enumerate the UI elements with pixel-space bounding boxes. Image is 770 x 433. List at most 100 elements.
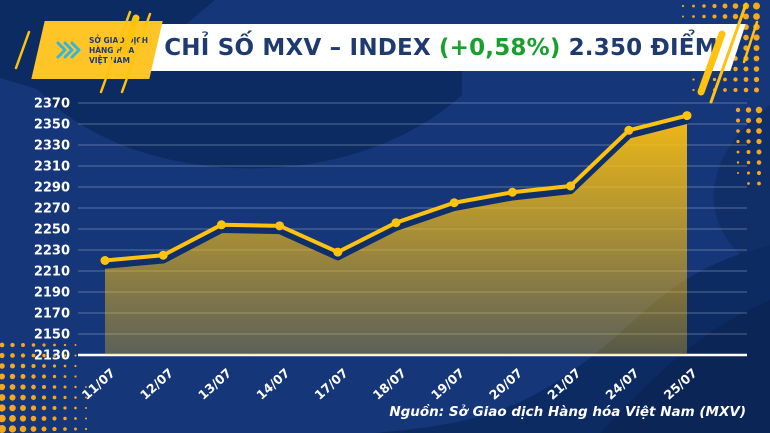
halftone-dot [30,426,37,432]
halftone-dot [742,13,750,20]
halftone-dot [0,352,5,359]
halftone-dot [736,139,740,144]
halftone-dot [31,395,36,400]
halftone-dot [757,181,761,186]
y-axis-label: 2130 [34,349,70,364]
chart-title-change: (+0,58%) [438,34,561,61]
halftone-dot [736,150,740,154]
halftone-dot [21,343,25,347]
halftone-dot [692,88,695,92]
halftone-dot [31,353,36,358]
halftone-dot [745,107,752,113]
chart-title: CHỈ SỐ MXV – INDEX (+0,58%) 2.350 ĐIỂM [158,24,724,71]
halftone-dot [74,344,77,346]
y-axis-label: 2370 [34,97,70,112]
halftone-dot [8,425,17,433]
halftone-dot [756,149,762,155]
halftone-dot [742,2,750,10]
halftone-dot [41,426,47,432]
x-axis-label: 24/07 [603,365,642,402]
halftone-dot [9,384,16,390]
halftone-dot [41,405,47,411]
halftone-dot [30,415,37,422]
halftone-dot [31,374,36,379]
halftone-dot [746,160,751,165]
halftone-dot [19,425,27,433]
halftone-dot [85,396,87,399]
halftone-dot [733,87,738,93]
halftone-dot [52,406,57,410]
data-point [624,125,634,135]
halftone-dot [20,405,26,411]
x-axis-label: 18/07 [370,365,409,402]
halftone-dot [0,414,6,423]
halftone-dot [20,394,26,401]
halftone-dot [753,34,760,41]
halftone-dot [74,417,77,420]
x-axis-label: 17/07 [312,365,351,402]
halftone-dot [702,14,706,19]
halftone-dot [10,353,15,358]
halftone-dot [753,55,760,62]
halftone-dot [753,87,760,93]
halftone-dot [63,427,67,431]
halftone-dot [681,15,685,18]
halftone-dot [735,107,741,113]
halftone-dot [84,417,88,420]
data-point [391,218,401,228]
y-axis-label: 2210 [34,265,70,280]
halftone-dot [736,161,740,164]
halftone-dot [41,384,47,390]
halftone-dot [52,364,57,368]
halftone-dot [743,66,749,72]
halftone-dot [753,76,760,83]
halftone-dot [53,343,56,347]
halftone-dot [74,427,77,431]
halftone-dot [20,374,26,379]
halftone-dot [31,384,36,390]
halftone-dot [10,342,15,348]
halftone-dot [745,117,752,124]
x-axis-label: 13/07 [195,365,234,402]
data-point [682,111,692,121]
halftone-dot [9,404,16,412]
halftone-dot [52,374,57,379]
halftone-dot [712,77,717,82]
halftone-dot [747,182,750,185]
halftone-dot [746,128,751,134]
y-axis-label: 2330 [34,139,70,154]
area-fill [105,120,687,355]
halftone-dot [736,129,740,133]
x-axis-label: 14/07 [253,365,292,402]
halftone-dot [756,138,762,145]
halftone-dot [712,14,717,19]
x-axis-label: 12/07 [137,365,176,402]
halftone-dot [74,406,77,410]
data-point [333,247,343,257]
halftone-dot [9,363,16,369]
data-point [507,187,517,197]
halftone-dot [0,373,5,380]
halftone-dot [732,3,739,9]
halftone-dot [722,14,728,19]
halftone-dot [20,353,26,358]
halftone-dot [63,406,67,410]
halftone-dot [74,375,77,378]
halftone-dot [755,106,763,114]
halftone-dot [746,139,751,144]
halftone-dot [9,394,16,401]
halftone-dot [692,78,695,81]
halftone-dot [20,384,26,390]
data-point [216,220,226,230]
x-axis-label: 25/07 [661,365,700,402]
halftone-dot [63,375,67,378]
y-axis-label: 2350 [34,118,70,133]
halftone-dot [19,415,27,422]
halftone-dot [9,373,16,380]
y-axis-label: 2290 [34,181,70,196]
line-shadow [101,116,691,269]
halftone-dot [681,4,685,8]
halftone-dot [746,150,751,154]
halftone-dot [736,118,740,123]
